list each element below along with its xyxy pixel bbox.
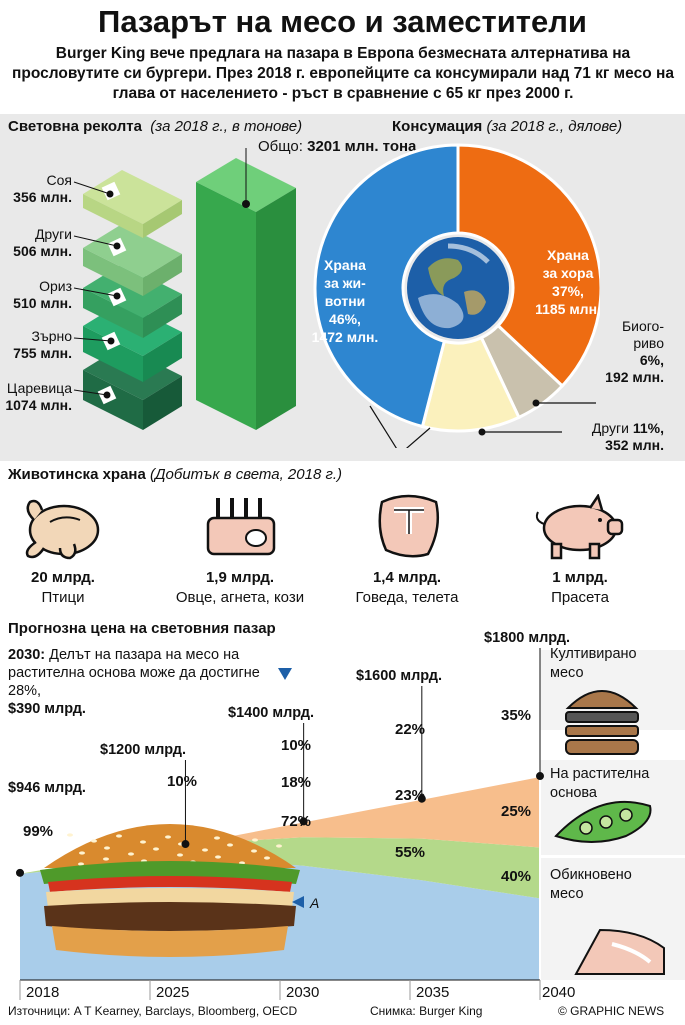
marker-2030-icon: [278, 668, 292, 680]
pct-cultured-2035: 22%: [395, 721, 425, 738]
forecast-note: 2030: Делът на пазара на месо на растите…: [8, 647, 260, 717]
consumption-heading: Консумация (за 2018 г., дялове): [392, 118, 623, 135]
harvest-label-rice: Ориз 510 млн.: [13, 278, 72, 311]
harvest-label-grain: Зърно 755 млн.: [13, 328, 72, 361]
x-tick-label-2035: 2035: [416, 984, 449, 1001]
pct-plant-2025: 10%: [167, 773, 197, 790]
forecast-heading: Прогнозна цена на световния пазар: [8, 620, 276, 637]
consumption-donut-chart: [313, 143, 600, 448]
cultured-burger-icon: [565, 690, 639, 755]
pig-icon: [535, 494, 624, 560]
pct-plant-2035: 23%: [395, 787, 425, 804]
total-label-2040: $1800 млрд.: [484, 630, 570, 646]
pct-regular-2040: 40%: [501, 868, 531, 885]
footer-sources: Източници: A T Kearney, Barclays, Bloomb…: [8, 1004, 298, 1018]
legend-cultured: Култивирано месо: [550, 646, 637, 681]
footer-photo-credit: Снимка: Burger King: [370, 1004, 483, 1018]
pct-plant-2040: 25%: [501, 803, 531, 820]
harvest-label-other: Други 506 млн.: [13, 226, 72, 259]
slice-label-animal-feed: Храна за жи-вотни 46%, 1472 млн.: [311, 257, 379, 345]
livestock-heading: Животинска храна (Добитък в света, 2018 …: [8, 466, 343, 483]
livestock-item-cattle: 1,4 млрд. Говеда, телета: [355, 569, 459, 606]
harvest-label-corn: Царевица 1074 млн.: [5, 380, 72, 413]
total-label-2035: $1600 млрд.: [356, 668, 442, 684]
harvest-total-column: [196, 148, 296, 430]
harvest-pointers: [73, 181, 121, 399]
total-label-2018: $946 млрд.: [8, 780, 86, 796]
total-label-2025: $1200 млрд.: [100, 742, 186, 758]
marker-a-label: A: [309, 895, 319, 911]
harvest-label-soy: Соя 356 млн.: [13, 172, 72, 205]
total-dot-2018: [16, 868, 24, 877]
x-tick-label-2018: 2018: [26, 984, 59, 1001]
total-label-2030: $1400 млрд.: [228, 705, 314, 721]
x-tick-label-2025: 2025: [156, 984, 189, 1001]
soy-beans-icon: [554, 800, 652, 843]
pct-cultured-2030: 10%: [281, 737, 311, 754]
slice-label-other: Други 11%, 352 млн.: [591, 420, 664, 453]
pct-plant-2030: 18%: [281, 774, 311, 791]
harvest-layer-soy: [83, 170, 182, 238]
livestock-item-poultry: 20 млрд. Птици: [31, 569, 95, 606]
meat-cut-icon: [574, 928, 665, 975]
legend-plant: На растителна основа: [550, 766, 650, 801]
steak-icon: [378, 494, 439, 558]
pct-cultured-2040: 35%: [501, 707, 531, 724]
donut-slice-human-food: [456, 143, 600, 389]
livestock-item-pigs: 1 млрд. Прасета: [551, 569, 609, 606]
marker-a-icon: [292, 896, 304, 908]
pct-regular-2035: 55%: [395, 844, 425, 861]
intro-text: Burger King вече предлага на пазара в Ев…: [12, 45, 674, 102]
harvest-stack-graphic: [73, 148, 296, 430]
slice-label-biofuel: Биого-риво 6%, 192 млн.: [605, 318, 664, 385]
donut-connector: [369, 405, 431, 448]
footer-brand: © GRAPHIC NEWS: [558, 1004, 665, 1018]
harvest-heading: Световна реколта (за 2018 г., в тонове): [8, 118, 303, 135]
slice-label-human-food: Храна за хора 37%, 1185 млн.: [535, 247, 601, 317]
lamb-ribs-icon: [206, 498, 276, 556]
burger-image: [40, 824, 300, 957]
pointer-dot-biofuel: [532, 399, 540, 407]
x-tick-label-2040: 2040: [542, 984, 575, 1001]
legend-regular: Обикновено месо: [550, 867, 632, 902]
pct-regular-2018: 99%: [23, 823, 53, 840]
x-tick-label-2030: 2030: [286, 984, 319, 1001]
area-cultured-meat: [20, 776, 540, 873]
earth-icon: [407, 237, 509, 339]
livestock-item-sheep: 1,9 млрд. Овце, агнета, кози: [175, 569, 305, 606]
pct-regular-2030: 72%: [281, 813, 311, 830]
harvest-total-label: Общо: 3201 млн. тона: [258, 138, 417, 155]
forecast-area-chart: $946 млрд. $1200 млрд. $1400 млрд. $1600 мл…: [8, 630, 685, 1002]
page-title: Пазарът на месо и заместители: [98, 4, 587, 39]
chicken-icon: [25, 499, 100, 560]
donut-slice-animal-feed: [313, 143, 460, 429]
pointer-dot-other: [478, 428, 486, 436]
